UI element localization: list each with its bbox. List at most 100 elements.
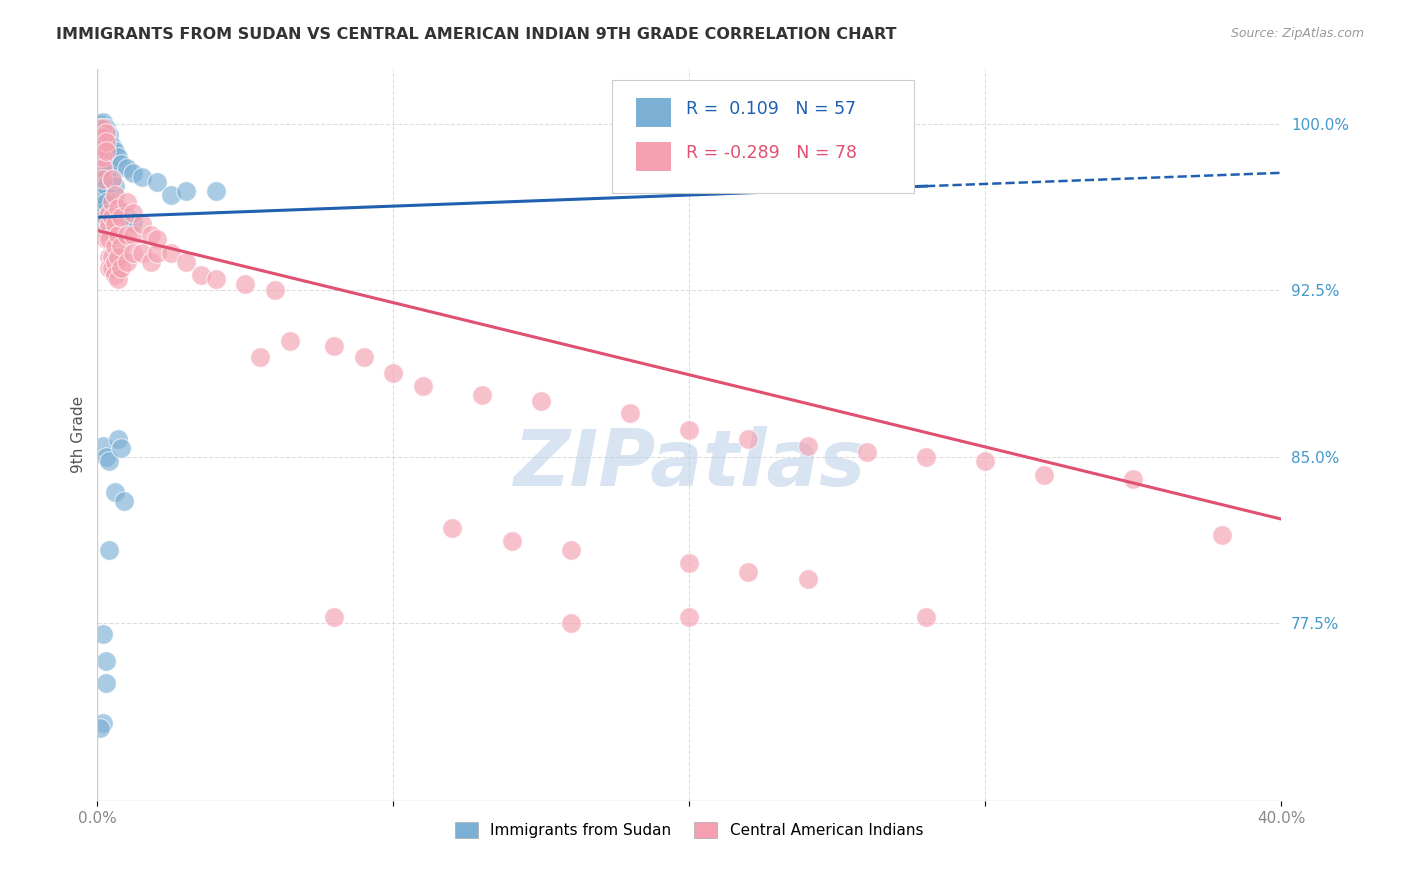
Point bbox=[678, 557, 700, 571]
Point bbox=[96, 135, 118, 149]
Point bbox=[89, 170, 111, 185]
Point bbox=[110, 261, 132, 276]
Point bbox=[121, 166, 143, 180]
Point bbox=[89, 188, 111, 202]
Point bbox=[96, 126, 118, 140]
Point bbox=[98, 206, 121, 220]
Point bbox=[382, 366, 405, 380]
Point bbox=[101, 211, 124, 225]
Point bbox=[96, 144, 118, 158]
Point bbox=[98, 232, 121, 246]
Point bbox=[619, 405, 641, 419]
Text: Source: ZipAtlas.com: Source: ZipAtlas.com bbox=[1230, 27, 1364, 40]
Point bbox=[96, 135, 118, 149]
Point bbox=[89, 166, 111, 180]
Point bbox=[104, 217, 127, 231]
Point bbox=[91, 172, 114, 186]
Point bbox=[89, 126, 111, 140]
Point bbox=[89, 150, 111, 164]
Point bbox=[104, 268, 127, 282]
Point bbox=[96, 166, 118, 180]
Point bbox=[104, 485, 127, 500]
Point bbox=[101, 172, 124, 186]
Point bbox=[101, 139, 124, 153]
Point bbox=[91, 206, 114, 220]
Point bbox=[139, 227, 162, 242]
Point bbox=[96, 450, 118, 464]
Point bbox=[160, 188, 183, 202]
Point bbox=[91, 716, 114, 731]
Point bbox=[96, 121, 118, 136]
Point bbox=[98, 543, 121, 558]
Point bbox=[1211, 527, 1233, 541]
Point bbox=[96, 150, 118, 164]
Point bbox=[91, 130, 114, 145]
Point bbox=[98, 454, 121, 468]
Point bbox=[101, 194, 124, 209]
Point bbox=[145, 232, 167, 246]
Point bbox=[96, 223, 118, 237]
FancyBboxPatch shape bbox=[636, 142, 672, 171]
Point bbox=[121, 245, 143, 260]
Point bbox=[89, 130, 111, 145]
Point bbox=[89, 117, 111, 131]
Point bbox=[96, 654, 118, 668]
Point bbox=[855, 445, 877, 459]
Point bbox=[107, 250, 129, 264]
Point bbox=[110, 211, 132, 225]
Point bbox=[89, 153, 111, 167]
Point bbox=[174, 184, 197, 198]
Point bbox=[89, 144, 111, 158]
Point bbox=[131, 217, 153, 231]
Point bbox=[110, 157, 132, 171]
Point bbox=[160, 245, 183, 260]
Point bbox=[107, 202, 129, 216]
Point bbox=[737, 432, 759, 446]
Point bbox=[264, 284, 287, 298]
FancyBboxPatch shape bbox=[636, 98, 672, 127]
Point bbox=[91, 179, 114, 194]
Text: ZIPatlas: ZIPatlas bbox=[513, 426, 865, 502]
Point bbox=[91, 439, 114, 453]
Point bbox=[323, 609, 346, 624]
Point bbox=[98, 157, 121, 171]
Point bbox=[89, 121, 111, 136]
Text: IMMIGRANTS FROM SUDAN VS CENTRAL AMERICAN INDIAN 9TH GRADE CORRELATION CHART: IMMIGRANTS FROM SUDAN VS CENTRAL AMERICA… bbox=[56, 27, 897, 42]
Point bbox=[560, 616, 582, 631]
Point bbox=[353, 350, 375, 364]
Point bbox=[89, 175, 111, 189]
Point bbox=[91, 150, 114, 164]
Point bbox=[560, 543, 582, 558]
Point bbox=[89, 121, 111, 136]
Point bbox=[110, 441, 132, 455]
Point bbox=[530, 394, 553, 409]
Point bbox=[115, 254, 138, 268]
FancyBboxPatch shape bbox=[612, 79, 914, 193]
Point bbox=[323, 339, 346, 353]
Point bbox=[98, 144, 121, 158]
Legend: Immigrants from Sudan, Central American Indians: Immigrants from Sudan, Central American … bbox=[449, 816, 929, 845]
Point bbox=[121, 227, 143, 242]
Point bbox=[96, 676, 118, 690]
Point bbox=[278, 334, 301, 349]
Point bbox=[501, 534, 523, 549]
Point bbox=[1122, 472, 1144, 486]
Point bbox=[91, 161, 114, 176]
Point bbox=[104, 239, 127, 253]
Point bbox=[96, 179, 118, 194]
Point bbox=[91, 627, 114, 641]
Point bbox=[107, 150, 129, 164]
Point bbox=[190, 268, 212, 282]
Point bbox=[107, 272, 129, 286]
Point bbox=[915, 609, 938, 624]
Point bbox=[796, 572, 818, 586]
Point bbox=[1033, 467, 1056, 482]
Point bbox=[91, 139, 114, 153]
Point bbox=[974, 454, 997, 468]
Point bbox=[110, 239, 132, 253]
Point bbox=[89, 148, 111, 162]
Point bbox=[96, 194, 118, 209]
Point bbox=[89, 193, 111, 207]
Point bbox=[89, 184, 111, 198]
Point bbox=[204, 184, 226, 198]
